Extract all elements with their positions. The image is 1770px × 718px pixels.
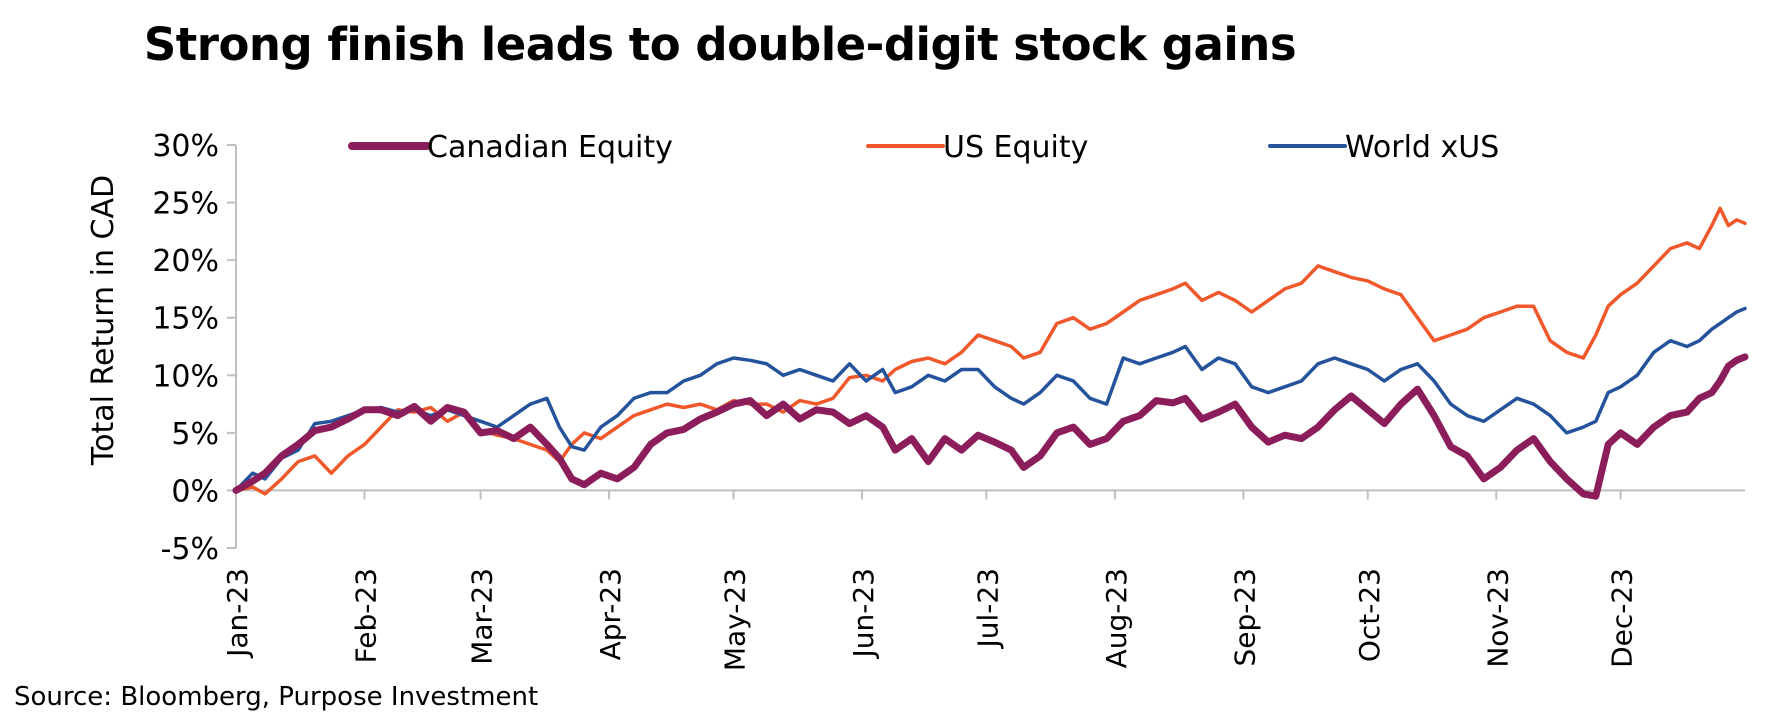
x-tick-label: Apr-23 [594,568,627,660]
y-axis-ticks: -5% 0% 5% 10% 15% 20% 25% 30% [152,129,236,567]
x-tick-label: Jun-23 [847,568,880,659]
x-tick-label: Dec-23 [1606,568,1639,668]
x-tick-label: Mar-23 [466,568,499,665]
x-tick-label: Nov-23 [1481,568,1514,668]
y-tick-label: 30% [152,129,219,164]
legend-label: Canadian Equity [427,130,673,165]
x-tick-label: Jul-23 [971,568,1004,650]
legend: Canadian Equity US Equity World xUS [348,130,1499,165]
y-tick-label: 5% [171,417,219,452]
legend-label: US Equity [943,130,1088,165]
x-tick-label: Jan-23 [221,568,254,659]
series-line-world-xus [234,306,1747,493]
page-title: Strong finish leads to double-digit stoc… [143,18,1297,71]
legend-label: World xUS [1345,130,1499,165]
axes [235,145,1745,548]
source-note: Source: Bloomberg, Purpose Investment [14,682,539,712]
x-tick-label: Sep-23 [1228,568,1261,667]
x-axis-ticks: Jan-23 Feb-23 Mar-23 Apr-23 May-23 Jun-23 Jul-… [221,490,1639,671]
x-tick-label: Feb-23 [350,568,383,663]
y-tick-label: 20% [152,244,219,279]
y-tick-label: -5% [161,532,219,567]
y-tick-label: 15% [152,302,219,337]
x-tick-label: Aug-23 [1100,568,1133,668]
y-axis-label-group: Total Return in CAD [86,175,121,466]
y-tick-label: 0% [171,474,219,509]
series-line-us-equity [234,206,1747,496]
series-lines [232,206,1749,500]
x-tick-label: May-23 [718,568,751,671]
y-tick-label: 25% [152,187,219,222]
y-axis-label: Total Return in CAD [86,175,121,466]
x-tick-label: Oct-23 [1353,568,1386,662]
series-line-canadian-equity [232,353,1749,500]
y-tick-label: 10% [152,359,219,394]
